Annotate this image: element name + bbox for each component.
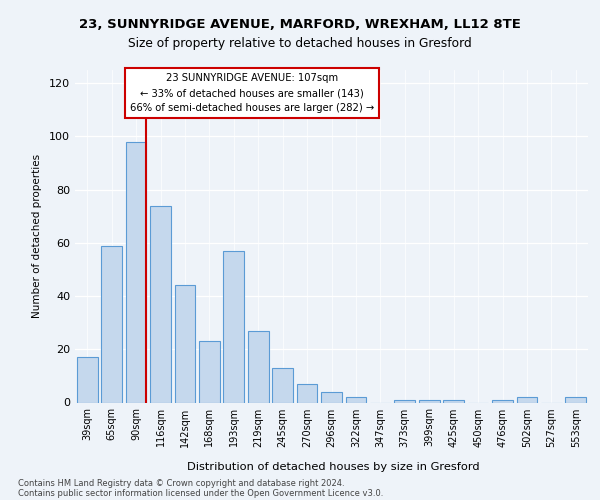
Bar — [296, 384, 317, 402]
Text: 23, SUNNYRIDGE AVENUE, MARFORD, WREXHAM, LL12 8TE: 23, SUNNYRIDGE AVENUE, MARFORD, WREXHAM,… — [79, 18, 521, 30]
Text: Size of property relative to detached houses in Gresford: Size of property relative to detached ho… — [128, 38, 472, 51]
Bar — [565, 397, 586, 402]
Text: Distribution of detached houses by size in Gresford: Distribution of detached houses by size … — [187, 462, 479, 472]
Bar — [150, 206, 171, 402]
Bar — [248, 330, 269, 402]
Y-axis label: Number of detached properties: Number of detached properties — [32, 154, 42, 318]
Bar — [125, 142, 146, 403]
Bar — [492, 400, 513, 402]
Bar — [77, 358, 98, 403]
Text: 23 SUNNYRIDGE AVENUE: 107sqm
← 33% of detached houses are smaller (143)
66% of s: 23 SUNNYRIDGE AVENUE: 107sqm ← 33% of de… — [130, 74, 374, 113]
Bar — [272, 368, 293, 402]
Bar — [175, 286, 196, 403]
Bar — [517, 397, 538, 402]
Bar — [101, 246, 122, 402]
Bar — [394, 400, 415, 402]
Bar — [199, 342, 220, 402]
Text: Contains public sector information licensed under the Open Government Licence v3: Contains public sector information licen… — [18, 490, 383, 498]
Bar — [419, 400, 440, 402]
Bar — [346, 397, 367, 402]
Bar — [321, 392, 342, 402]
Bar — [443, 400, 464, 402]
Text: Contains HM Land Registry data © Crown copyright and database right 2024.: Contains HM Land Registry data © Crown c… — [18, 479, 344, 488]
Bar — [223, 251, 244, 402]
